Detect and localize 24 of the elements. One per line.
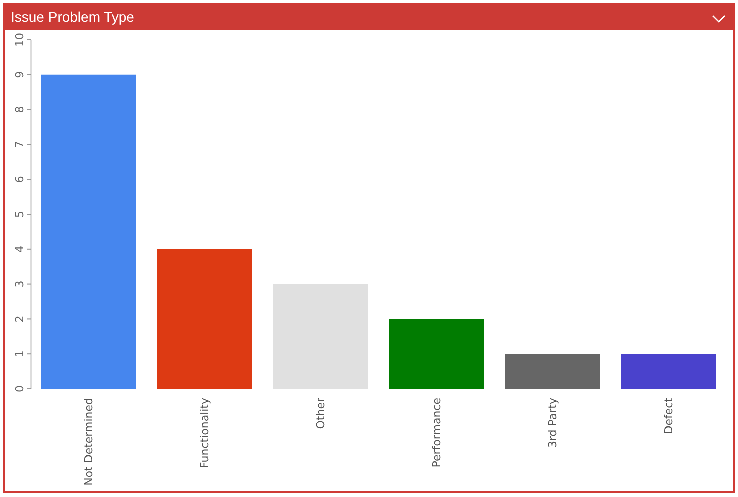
y-tick-label: 6 [14, 176, 26, 184]
y-tick-label: 0 [14, 386, 26, 392]
chart-title: Issue Problem Type [11, 9, 134, 26]
y-tick-label: 1 [14, 350, 26, 358]
y-tick-label: 5 [14, 211, 26, 218]
bar [157, 249, 252, 389]
x-tick-label: Defect [662, 397, 676, 434]
bar [389, 319, 484, 389]
y-tick-label: 9 [14, 71, 26, 78]
y-tick-label: 3 [14, 280, 26, 288]
x-tick-label: Not Determined [82, 398, 96, 486]
x-tick-label: Functionality [198, 398, 212, 468]
x-tick-label: 3rd Party [546, 398, 560, 448]
bar [621, 354, 716, 389]
y-tick-label: 10 [14, 33, 26, 47]
y-tick-label: 7 [14, 141, 26, 148]
y-tick-label: 4 [14, 246, 26, 253]
x-tick-label: Performance [430, 398, 444, 468]
bar [41, 74, 136, 389]
bar [505, 354, 600, 389]
y-tick-label: 8 [14, 106, 26, 114]
bar [273, 284, 368, 389]
x-tick-label: Other [314, 398, 328, 430]
y-tick-label: 2 [14, 316, 26, 323]
